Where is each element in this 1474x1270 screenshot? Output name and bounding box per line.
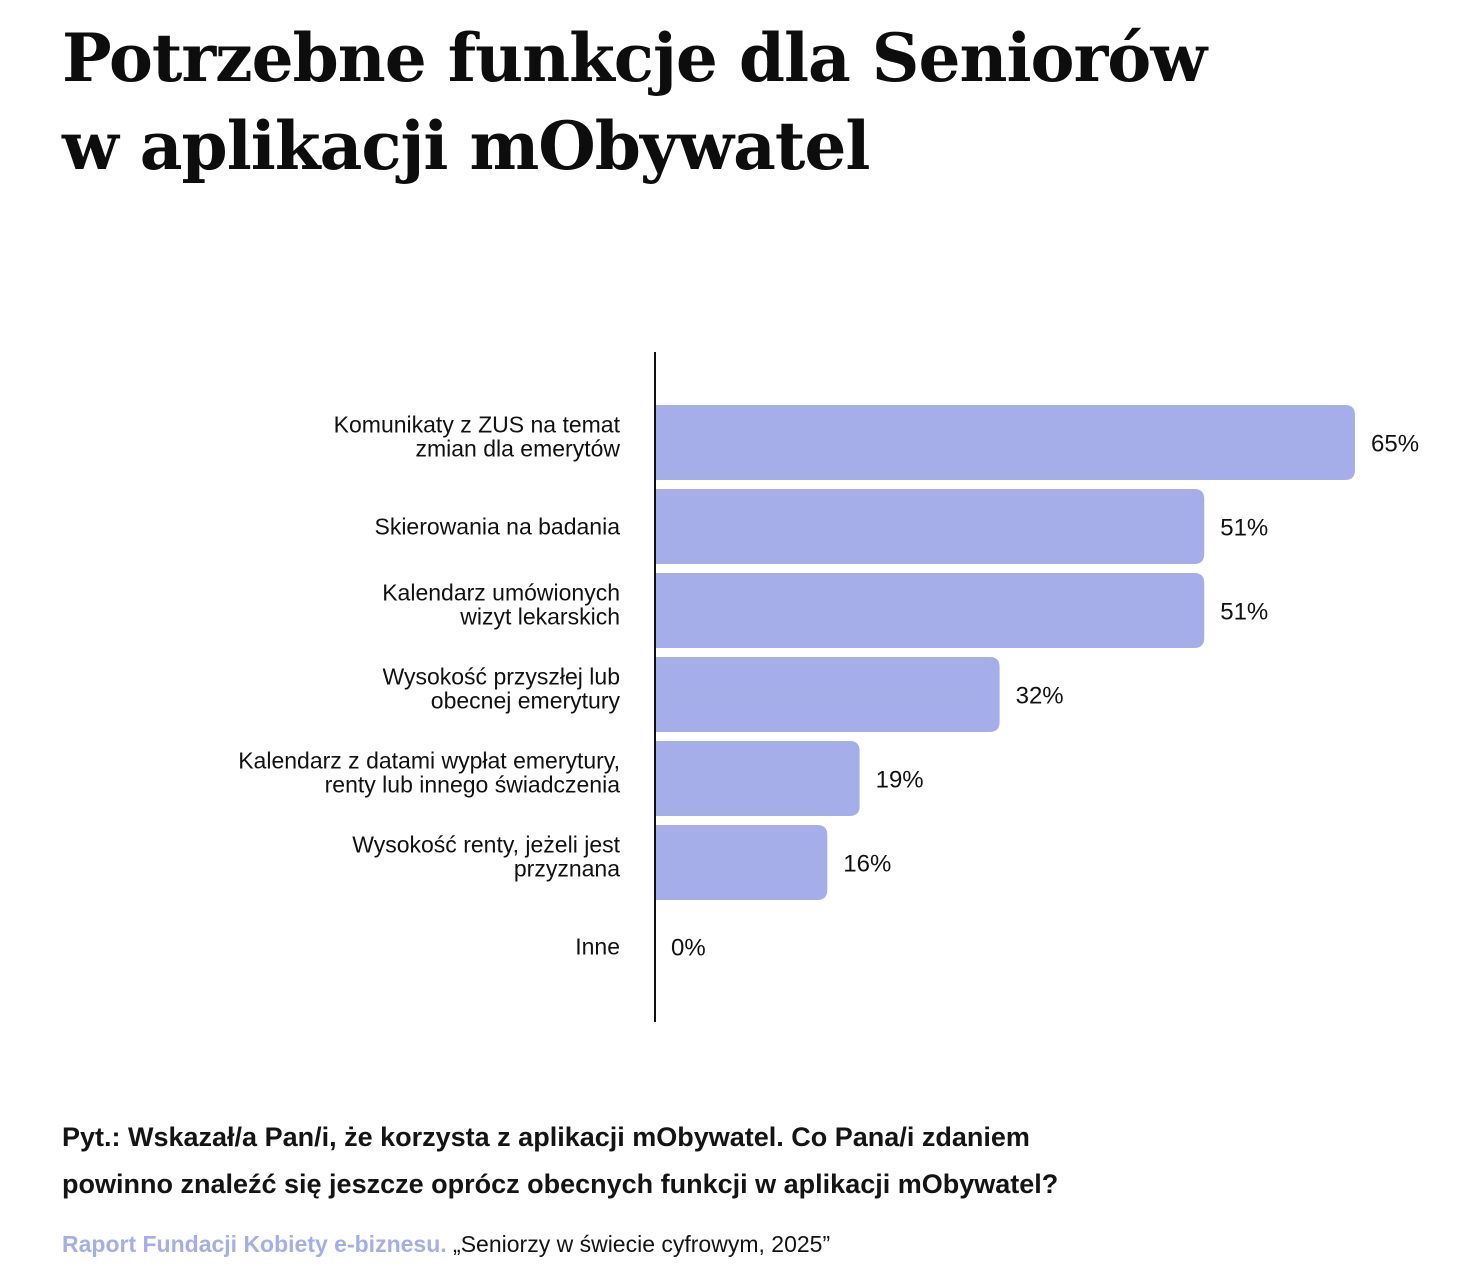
category-label: Wysokość renty, jeżeli jest przyznana bbox=[352, 832, 620, 882]
title-line-2: w aplikacji mObywatel bbox=[62, 107, 870, 185]
category-label: Skierowania na badania bbox=[374, 514, 620, 540]
category-label: Wysokość przyszłej lub obecnej emerytury bbox=[382, 664, 620, 714]
bar-value-label: 65% bbox=[1371, 431, 1419, 458]
category-label-line: Komunikaty z ZUS na temat bbox=[334, 412, 621, 438]
title-line-1: Potrzebne funkcje dla Seniorów bbox=[62, 19, 1207, 97]
category-label: Komunikaty z ZUS na temat zmian dla emery… bbox=[334, 412, 621, 462]
category-label-line: Wysokość przyszłej lub bbox=[382, 664, 620, 690]
category-label: Kalendarz z datami wypłat emerytury, rent… bbox=[238, 748, 620, 798]
chart-title: Potrzebne funkcje dla Seniorów w aplikac… bbox=[62, 14, 1362, 190]
bar bbox=[655, 825, 828, 900]
category-label-line: obecnej emerytury bbox=[431, 688, 621, 714]
bar bbox=[655, 741, 860, 816]
category-label-line: Wysokość renty, jeżeli jest bbox=[352, 832, 620, 858]
bar bbox=[655, 573, 1205, 648]
bar-value-label: 32% bbox=[1016, 683, 1064, 710]
bar bbox=[655, 405, 1355, 480]
survey-question-line-2: powinno znaleźć się jeszcze oprócz obecn… bbox=[62, 1169, 1059, 1199]
category-label-line: Inne bbox=[575, 934, 620, 960]
category-label-line: renty lub innego świadczenia bbox=[325, 772, 621, 798]
source-note: Raport Fundacji Kobiety e-biznesu. „Seni… bbox=[62, 1226, 830, 1262]
survey-question-line-1: Pyt.: Wskazał/a Pan/i, że korzysta z apl… bbox=[62, 1122, 1030, 1152]
source-name: Raport Fundacji Kobiety e-biznesu. bbox=[62, 1231, 447, 1257]
bar bbox=[655, 489, 1205, 564]
bar-value-label: 19% bbox=[876, 767, 924, 794]
category-label-line: Kalendarz umówionych bbox=[382, 580, 620, 606]
category-label-line: wizyt lekarskich bbox=[459, 604, 620, 630]
category-label: Inne bbox=[575, 934, 620, 960]
category-label-line: Skierowania na badania bbox=[374, 514, 620, 540]
source-title: „Seniorzy w świecie cyfrowym, 2025” bbox=[453, 1231, 831, 1257]
survey-question: Pyt.: Wskazał/a Pan/i, że korzysta z apl… bbox=[62, 1114, 1422, 1208]
category-label-line: przyznana bbox=[514, 856, 620, 882]
bar-value-label: 16% bbox=[843, 851, 891, 878]
bar-value-label: 51% bbox=[1220, 599, 1268, 626]
category-label-line: zmian dla emerytów bbox=[415, 436, 620, 462]
bar-chart: 65% Komunikaty z ZUS na temat zmian dla em… bbox=[238, 352, 1419, 1022]
bar-value-label: 51% bbox=[1220, 515, 1268, 542]
category-label-line: Kalendarz z datami wypłat emerytury, bbox=[238, 748, 620, 774]
bar bbox=[655, 657, 1000, 732]
category-label: Kalendarz umówionych wizyt lekarskich bbox=[382, 580, 620, 630]
bar-value-label: 0% bbox=[671, 935, 706, 962]
